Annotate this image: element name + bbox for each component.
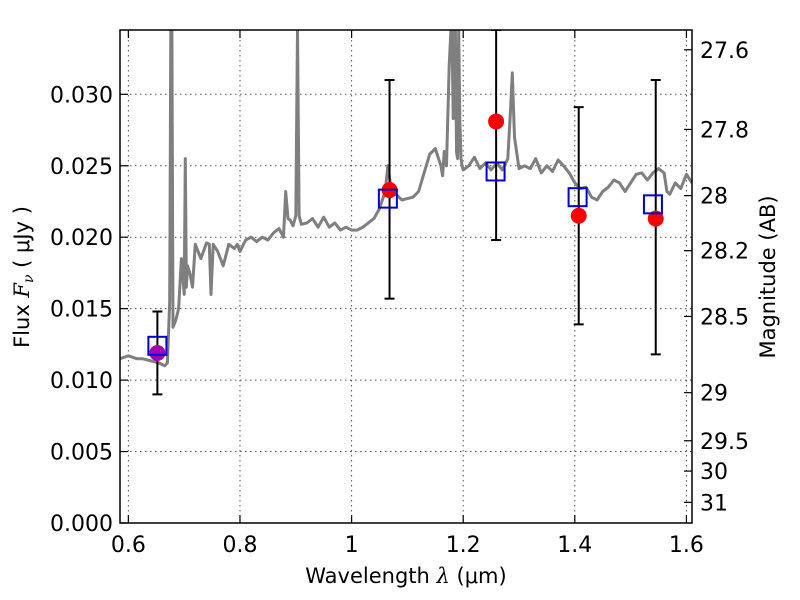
magnitude-tick-label: 27.6 [700, 39, 749, 64]
y-tick-label: 0.020 [50, 226, 113, 251]
y-tick-label: 0.015 [50, 298, 113, 323]
model-spectrum-line [120, 30, 692, 368]
x-axis-title: Wavelength λ (μm) [305, 564, 506, 588]
x-tick-label: 1 [345, 533, 359, 558]
magnitude-tick-label: 31 [700, 491, 728, 516]
x-tick-label: 1.6 [669, 533, 704, 558]
plot-area [120, 30, 692, 523]
model-flux-marker [567, 187, 588, 208]
y-tick-label: 0.010 [50, 369, 113, 394]
magnitude-axis-title: Magnitude (AB) [756, 195, 780, 358]
magnitude-tick-label: 30 [700, 460, 728, 485]
magnitude-tick-label: 28 [700, 185, 728, 210]
y-tick-label: 0.030 [50, 83, 113, 108]
magnitude-tick-label: 28.2 [700, 240, 749, 265]
y-tick-label: 0.000 [50, 512, 113, 537]
observed-flux-point [647, 210, 664, 227]
model-flux-marker [485, 161, 506, 182]
x-tick-label: 1.2 [446, 533, 481, 558]
model-flux-marker [377, 188, 398, 209]
x-tick-label: 0.6 [111, 533, 146, 558]
y-axis-title: Flux Fν ( μJy ) [10, 206, 37, 348]
x-tick-label: 1.4 [557, 533, 592, 558]
observed-flux-point [149, 344, 166, 361]
model-flux-marker [147, 335, 168, 356]
plot-frame [119, 29, 693, 524]
model-flux-marker [642, 194, 663, 215]
observed-flux-point [570, 207, 587, 224]
magnitude-tick-label: 29.5 [700, 430, 749, 455]
magnitude-tick-label: 29 [700, 382, 728, 407]
y-tick-label: 0.005 [50, 441, 113, 466]
magnitude-tick-label: 28.5 [700, 305, 749, 330]
observed-flux-point [488, 113, 505, 130]
model-flux-markers [147, 161, 663, 356]
magnitude-tick-label: 27.8 [700, 118, 749, 143]
y-tick-label: 0.025 [50, 155, 113, 180]
x-tick-label: 0.8 [222, 533, 257, 558]
axis-ticks: 0.6 0.8 1 1.2 1.4 1.6 0.000 0.005 0.010 0.015 0.02… [50, 30, 749, 558]
